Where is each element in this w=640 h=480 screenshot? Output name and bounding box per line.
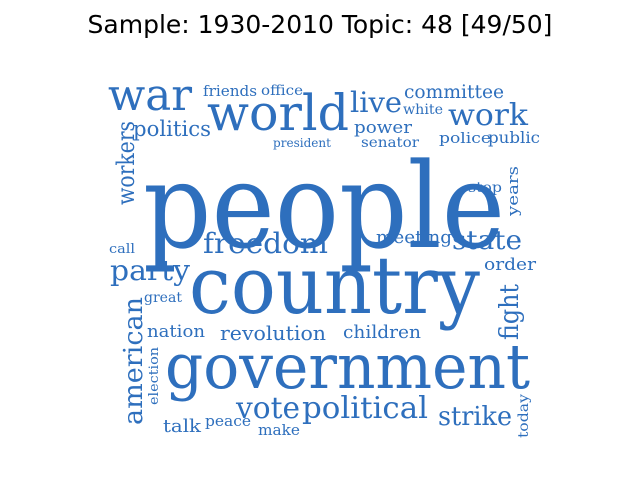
word-children: children xyxy=(343,322,421,343)
word-world: world xyxy=(207,84,349,142)
word-president: president xyxy=(273,136,331,150)
word-war: war xyxy=(108,70,193,121)
word-government: government xyxy=(165,330,530,403)
word-public: public xyxy=(488,128,540,147)
word-live: live xyxy=(350,86,402,119)
word-party: party xyxy=(110,254,190,287)
word-strike: strike xyxy=(438,402,512,432)
word-politics: politics xyxy=(133,117,211,141)
word-senator: senator xyxy=(361,135,419,151)
word-country: country xyxy=(189,239,480,332)
word-political: political xyxy=(302,391,428,426)
word-white: white xyxy=(403,102,443,118)
word-call: call xyxy=(109,242,135,257)
word-great: great xyxy=(144,290,182,306)
word-election: election xyxy=(147,346,162,405)
word-work: work xyxy=(448,98,529,133)
word-friends: friends xyxy=(203,82,257,100)
word-talk: talk xyxy=(163,416,202,437)
word-meeting: meeting xyxy=(376,227,452,248)
word-state: state xyxy=(452,226,522,256)
word-fight: fight xyxy=(495,284,525,340)
word-committee: committee xyxy=(404,81,504,103)
word-stop: stop xyxy=(468,180,502,196)
word-make: make xyxy=(258,421,300,439)
word-office: office xyxy=(261,83,303,99)
word-revolution: revolution xyxy=(220,321,326,345)
word-police: police xyxy=(439,129,491,147)
word-american: american xyxy=(119,297,149,425)
word-today: today xyxy=(516,394,532,438)
word-order: order xyxy=(484,255,537,275)
word-vote: vote xyxy=(235,391,300,426)
word-workers: workers xyxy=(112,121,140,205)
plot-title: Sample: 1930-2010 Topic: 48 [49/50] xyxy=(87,10,553,39)
word-peace: peace xyxy=(205,412,251,430)
word-years: years xyxy=(504,166,522,217)
word-people: people xyxy=(143,137,505,275)
word-power: power xyxy=(354,118,413,138)
word-nation: nation xyxy=(147,322,205,342)
word-freedom: freedom xyxy=(203,227,328,260)
